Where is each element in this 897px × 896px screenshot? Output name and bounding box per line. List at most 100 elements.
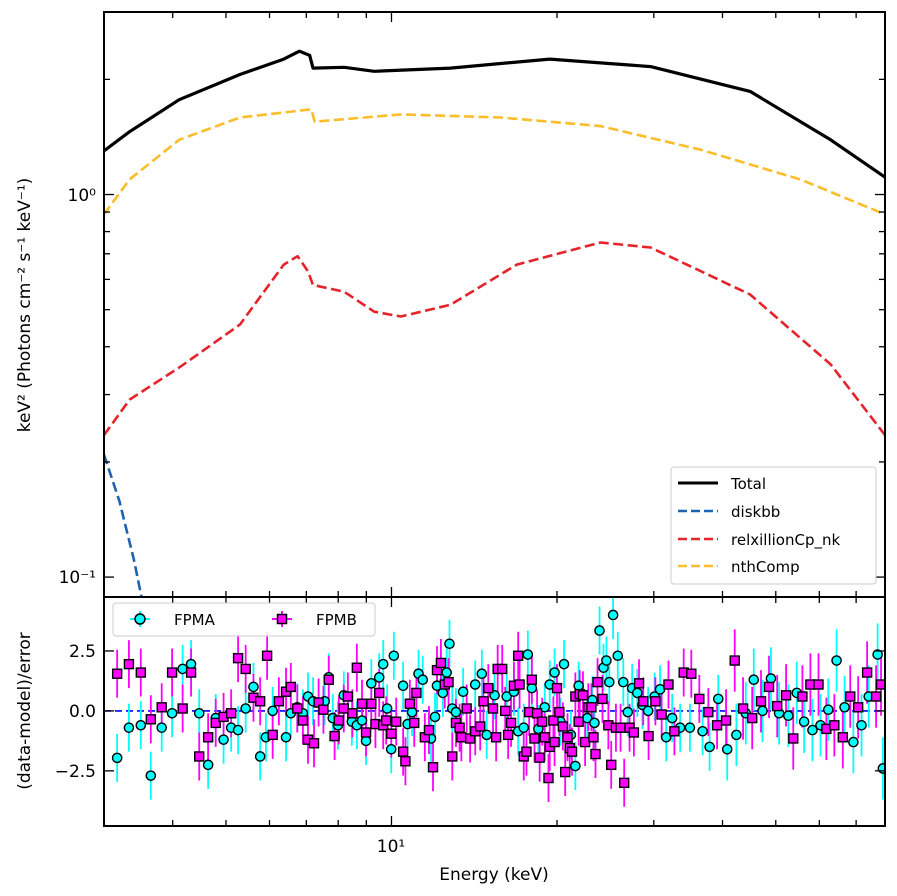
fpma-point <box>450 706 462 718</box>
fpma-point <box>721 743 733 755</box>
fpma-point <box>232 724 244 736</box>
fpma-point <box>145 770 157 781</box>
fpmb-point <box>529 733 540 744</box>
fpma-point <box>839 702 850 713</box>
fpmb-point <box>483 682 494 694</box>
fpmb-point <box>548 715 559 726</box>
fpmb-point <box>656 709 667 720</box>
fpmb-point <box>592 676 603 688</box>
fpma-point <box>617 676 629 688</box>
curve-relxillioncp-nk <box>104 241 885 436</box>
fpma-point <box>193 707 205 719</box>
fpma-point <box>397 680 409 692</box>
fpma-point <box>501 691 512 702</box>
fpma-point <box>377 658 389 670</box>
fpma-point <box>783 710 794 721</box>
fpmb-point <box>703 706 714 718</box>
fpmb-point <box>534 752 545 763</box>
fpmb-point <box>797 691 808 702</box>
fpmb-point <box>499 705 511 717</box>
fpmb-point <box>443 676 454 688</box>
fpma-point <box>254 751 266 762</box>
fpma-point <box>712 693 724 705</box>
fpmb-point <box>318 704 329 715</box>
fpmb-point <box>526 674 538 685</box>
legend-label-total: Total <box>730 475 766 493</box>
fpmb-point <box>347 708 358 719</box>
fpmb-point <box>720 715 732 726</box>
fpmb-point <box>185 667 197 678</box>
fpmb-point <box>351 662 363 673</box>
fpmb-point <box>374 687 385 699</box>
legend-marker-fpma <box>134 613 146 625</box>
fpmb-point <box>111 668 123 679</box>
fpmb-point <box>557 721 569 732</box>
fpmb-point <box>423 724 435 736</box>
y-axis-label-top: keV² (Photons cm⁻² s⁻¹ keV⁻¹) <box>15 178 35 433</box>
fpma-point <box>135 719 147 731</box>
fpma-point <box>356 715 368 726</box>
fpmb-point <box>549 736 560 748</box>
fpma-point <box>218 734 229 745</box>
fpmb-point <box>261 650 273 661</box>
fpma-point <box>822 704 834 716</box>
fpma-point <box>123 722 135 733</box>
fpmb-point <box>225 708 237 719</box>
fpmb-point <box>615 722 626 733</box>
fpma-point <box>594 625 605 636</box>
fpmb-point <box>400 756 411 767</box>
fpmb-point <box>643 730 654 742</box>
fpmb-point <box>490 732 502 743</box>
fpmb-point <box>638 696 649 707</box>
fpmb-point <box>852 702 864 713</box>
fpmb-point <box>537 716 548 727</box>
fpma-point <box>622 706 634 718</box>
fpmb-point <box>729 655 740 666</box>
fpma-point <box>831 655 842 666</box>
fpmb-point <box>360 727 372 738</box>
legend-label-fpmb: FPMB <box>316 611 357 629</box>
fpmb-point <box>254 696 266 707</box>
fpmb-point <box>829 720 840 731</box>
fpma-point <box>388 650 400 662</box>
fpmb-point <box>397 746 409 757</box>
fpma-point <box>856 719 867 731</box>
fpma-point <box>642 705 654 717</box>
fpmb-point <box>711 720 723 731</box>
fpma-point <box>704 741 715 753</box>
fpma-point <box>518 722 530 733</box>
fpma-point <box>373 672 385 683</box>
fpmb-point <box>543 772 554 784</box>
fpmb-point <box>633 678 645 689</box>
fpmb-point <box>411 687 422 699</box>
legend-label-fpma: FPMA <box>174 611 216 629</box>
legend-box <box>112 602 376 637</box>
curve-total <box>104 49 885 179</box>
fpmb-point <box>560 766 571 778</box>
fpmb-point <box>694 693 705 705</box>
fpma-point <box>280 731 292 743</box>
fpmb-point <box>737 703 749 714</box>
fpmb-point <box>586 702 597 713</box>
fpma-point <box>877 763 885 774</box>
fpmb-point <box>788 733 799 744</box>
curve-diskbb <box>104 454 143 597</box>
fpma-point <box>177 663 188 675</box>
fpmb-point <box>577 690 589 701</box>
fpma-point <box>476 668 488 680</box>
fpmb-point <box>606 759 617 771</box>
fpmb-point <box>435 657 447 669</box>
fpmb-point <box>135 667 147 678</box>
fpma-point <box>798 716 810 727</box>
fpmb-point <box>267 729 278 741</box>
fpmb-point <box>514 679 525 690</box>
fpmb-point <box>505 717 517 729</box>
fpmb-point <box>478 696 489 707</box>
fpma-point <box>589 717 600 729</box>
fpmb-point <box>772 700 783 712</box>
fpma-point <box>111 752 123 764</box>
x-tick-label-10: 10¹ <box>377 837 405 857</box>
legend-box <box>670 466 877 585</box>
fpma-point <box>444 638 455 650</box>
